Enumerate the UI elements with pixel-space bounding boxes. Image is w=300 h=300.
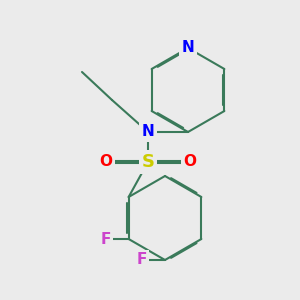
Text: N: N [142,124,154,140]
Text: O: O [184,154,196,169]
Text: N: N [182,40,194,56]
Text: O: O [100,154,112,169]
Text: F: F [100,232,111,247]
Text: S: S [142,153,154,171]
Text: F: F [137,253,147,268]
